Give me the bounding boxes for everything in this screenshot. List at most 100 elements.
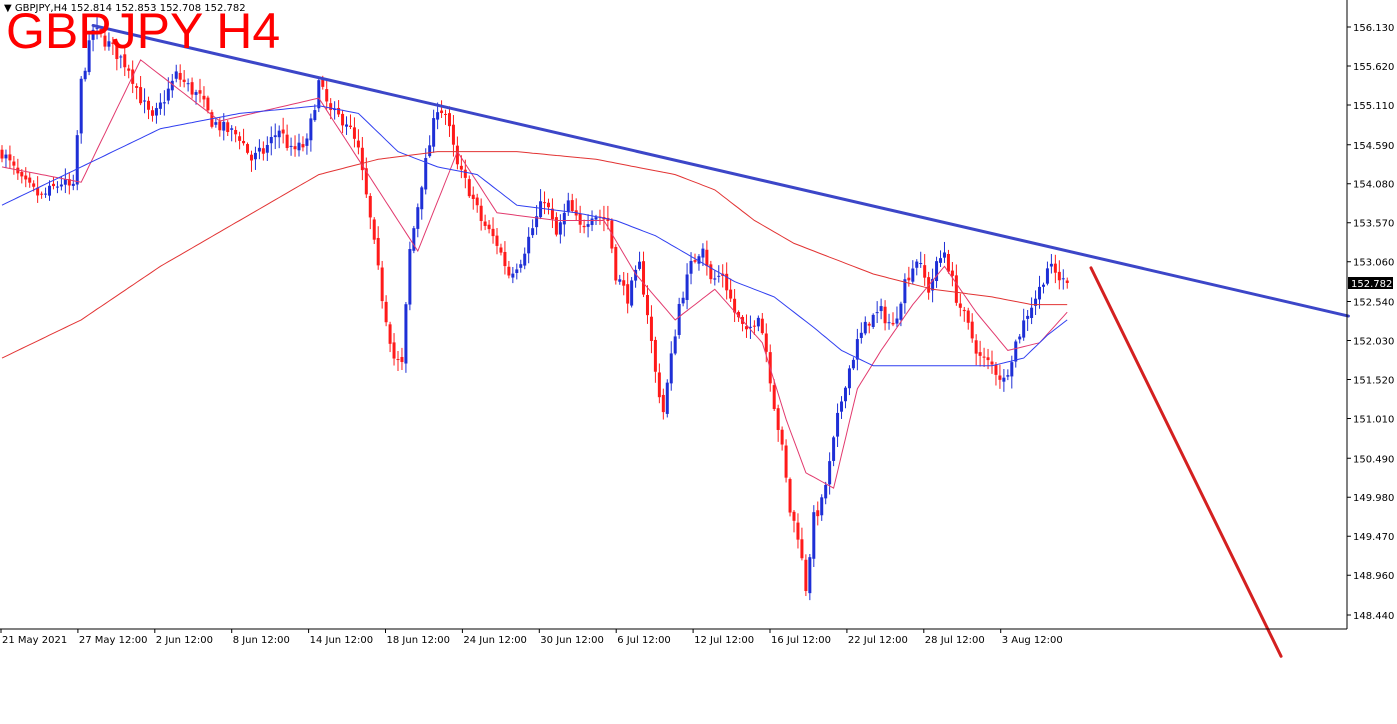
- price-axis[interactable]: 156.130 155.620 155.110 154.590 154.080 153.5…: [1347, 23, 1394, 622]
- candle-body: [230, 128, 234, 130]
- dropdown-triangle-icon[interactable]: ▼: [4, 3, 12, 14]
- candle-body: [238, 136, 242, 141]
- candle: [447, 106, 451, 137]
- candle: [147, 96, 151, 120]
- candle: [681, 291, 685, 307]
- candle-body: [51, 183, 55, 187]
- candle-body: [673, 336, 677, 354]
- candle: [606, 205, 610, 230]
- candle-body: [202, 95, 206, 100]
- candle: [440, 100, 444, 118]
- candle: [1053, 254, 1057, 284]
- candle-body: [376, 237, 380, 266]
- candle-body: [863, 321, 867, 334]
- candle-body: [776, 408, 780, 430]
- candle: [352, 117, 356, 148]
- y-tick-label: 149.980: [1353, 493, 1394, 504]
- ma-fast-line: [1, 59, 1068, 489]
- candle-body: [515, 269, 519, 274]
- candle-body: [986, 357, 990, 361]
- candle: [459, 155, 463, 179]
- candle: [891, 312, 895, 327]
- candle: [313, 104, 317, 122]
- candle-body: [847, 368, 851, 389]
- candle: [178, 64, 182, 87]
- candle: [1002, 368, 1006, 392]
- candle: [808, 553, 812, 601]
- candle-body: [550, 208, 554, 220]
- candle: [345, 116, 349, 135]
- price-tag-label: 152.782: [1351, 279, 1392, 290]
- candle-body: [63, 179, 67, 185]
- candle-body: [867, 323, 871, 326]
- candle: [673, 329, 677, 356]
- candle: [503, 241, 507, 275]
- candle: [689, 252, 693, 285]
- candle: [550, 198, 554, 229]
- candle-body: [67, 179, 71, 186]
- candle: [840, 396, 844, 419]
- candle-body: [432, 118, 436, 147]
- candle-body: [891, 322, 895, 325]
- candle-body: [0, 149, 4, 159]
- candle: [471, 186, 475, 210]
- candle-body: [685, 274, 689, 300]
- x-tick-label: 3 Aug 12:00: [1002, 635, 1063, 646]
- candle: [376, 226, 380, 270]
- candle: [162, 90, 166, 116]
- candle-body: [265, 144, 269, 153]
- candle-body: [729, 289, 733, 299]
- candle: [289, 137, 293, 156]
- candle: [543, 191, 547, 215]
- candle-body: [178, 72, 182, 80]
- candle: [428, 135, 432, 158]
- candle-body: [182, 79, 186, 82]
- candle-body: [1065, 280, 1069, 283]
- candle: [44, 187, 48, 198]
- candle-body: [281, 129, 285, 134]
- candle: [285, 124, 289, 151]
- candle: [709, 260, 713, 284]
- candle: [511, 267, 515, 284]
- candle: [1065, 277, 1069, 289]
- candle: [507, 260, 511, 279]
- candle-body: [630, 280, 634, 306]
- candle: [277, 125, 281, 149]
- candle-body: [269, 137, 273, 144]
- candle-body: [796, 522, 800, 540]
- candle-body: [447, 113, 451, 127]
- candle: [804, 554, 808, 597]
- candle-body: [939, 258, 943, 263]
- candle-body: [594, 217, 598, 220]
- y-tick-label: 155.110: [1353, 101, 1394, 112]
- candle-body: [1014, 341, 1018, 362]
- candle-body: [748, 326, 752, 328]
- time-axis[interactable]: 21 May 2021 27 May 12:00 2 Jun 12:00 8 Jun …: [0, 629, 1063, 646]
- candle: [325, 78, 329, 110]
- candle-body: [677, 303, 681, 335]
- candle-body: [843, 387, 847, 402]
- candle: [717, 265, 721, 283]
- candle: [139, 75, 143, 106]
- candle-body: [16, 167, 20, 174]
- candle-body: [836, 412, 840, 437]
- candle: [796, 513, 800, 549]
- candle: [729, 278, 733, 303]
- candle-body: [705, 249, 709, 267]
- candle: [982, 347, 986, 367]
- candle: [143, 88, 147, 114]
- candles-layer: [0, 16, 1069, 601]
- candle: [780, 426, 784, 451]
- candle: [887, 313, 891, 330]
- candle: [895, 306, 899, 328]
- candle: [1061, 269, 1065, 290]
- candle-body: [1034, 298, 1038, 306]
- candle-body: [277, 130, 281, 138]
- candle: [645, 285, 649, 324]
- candle: [154, 102, 158, 124]
- candle: [491, 217, 495, 244]
- candle-body: [412, 228, 416, 251]
- candle-body: [495, 235, 499, 246]
- candle-body: [614, 246, 618, 281]
